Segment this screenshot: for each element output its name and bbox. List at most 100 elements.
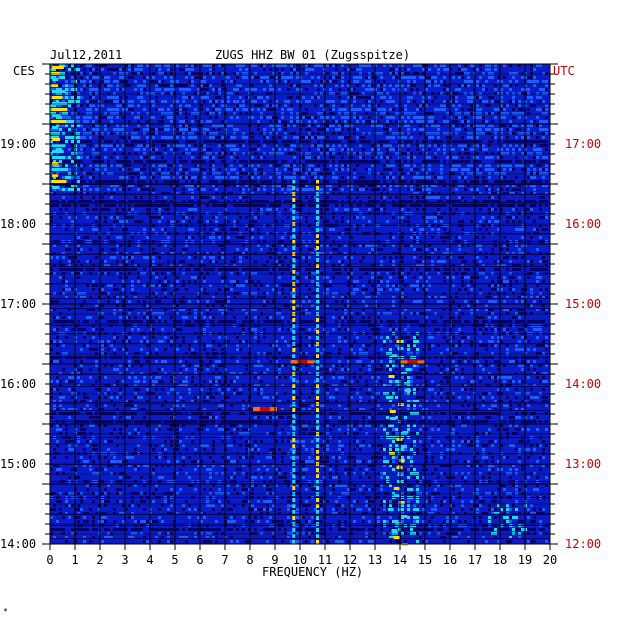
spectrogram-cell <box>494 128 497 131</box>
spectrogram-cell <box>482 204 485 207</box>
spectrogram-cell <box>269 108 272 111</box>
spectrogram-cell <box>386 140 389 143</box>
spectrogram-cell <box>218 236 221 239</box>
spectrogram-cell <box>335 300 338 303</box>
spectrogram-cell <box>167 116 170 119</box>
spectrogram-cell <box>386 176 389 179</box>
spectrogram-cell <box>269 176 272 179</box>
spectrogram-cell <box>320 252 323 255</box>
spectrogram-cell <box>434 120 437 123</box>
spectrogram-cell <box>254 272 257 275</box>
spectrogram-cell <box>410 228 413 231</box>
spectrogram-cell <box>230 168 233 171</box>
spectrogram-cell <box>404 76 407 79</box>
spectrogram-cell <box>62 160 65 163</box>
spectrogram-cell <box>140 116 143 119</box>
spectrogram-cell <box>233 108 236 111</box>
spectrogram-cell <box>380 280 383 283</box>
spectrogram-cell <box>479 316 482 319</box>
spectrogram-cell <box>344 268 347 271</box>
spectrogram-cell <box>215 188 218 191</box>
spectrogram-cell <box>254 140 257 143</box>
spectrogram-cell <box>125 164 128 167</box>
spectrogram-cell <box>518 164 521 167</box>
spectrogram-cell <box>377 188 380 191</box>
spectrogram-cell <box>416 320 419 323</box>
spectrogram-cell <box>266 284 269 287</box>
spectrogram-cell <box>269 256 272 259</box>
spectrogram-cell <box>131 268 134 271</box>
spectrogram-cell <box>107 76 110 79</box>
spectrogram-cell <box>185 96 188 99</box>
spectrogram-cell <box>131 320 134 323</box>
spectrogram-cell <box>251 236 254 239</box>
spectrogram-cell <box>305 276 308 279</box>
spectrogram-cell <box>278 252 281 255</box>
spectrogram-cell <box>302 204 305 207</box>
spectrogram-cell <box>65 160 68 163</box>
spectrogram-cell <box>86 76 89 79</box>
spectrogram-cell <box>386 128 389 131</box>
spectrogram-cell <box>521 136 524 139</box>
spectrogram-cell <box>533 80 536 83</box>
spectrogram-cell <box>401 84 404 87</box>
spectrogram-cell <box>296 272 299 275</box>
spectrogram-cell <box>428 284 431 287</box>
spectrogram-cell <box>176 100 179 103</box>
spectrogram-cell <box>158 200 161 203</box>
spectrogram-cell <box>338 168 341 171</box>
spectrogram-cell <box>329 140 332 143</box>
spectrogram-cell <box>53 104 56 107</box>
spectrogram-cell <box>71 160 74 163</box>
spectrogram-cell <box>476 156 479 159</box>
spectrogram-cell <box>314 180 317 183</box>
spectrogram-cell <box>371 284 374 287</box>
spectrogram-cell <box>56 300 59 303</box>
spectrogram-cell <box>533 84 536 87</box>
spectrogram-cell <box>275 208 278 211</box>
spectrogram-cell <box>278 292 281 295</box>
spectrogram-cell <box>509 160 512 163</box>
spectrogram-cell <box>338 316 341 319</box>
spectrogram-cell <box>113 312 116 315</box>
spectrogram-cell <box>164 244 167 247</box>
spectrogram-cell <box>80 164 83 167</box>
spectrogram-cell <box>305 188 308 191</box>
spectrogram-cell <box>452 300 455 303</box>
spectrogram-cell <box>239 196 242 199</box>
spectrogram-cell <box>182 96 185 99</box>
spectrogram-cell <box>140 176 143 179</box>
spectrogram-cell <box>425 316 428 319</box>
spectrogram-cell <box>119 264 122 267</box>
spectrogram-cell <box>512 132 515 135</box>
spectrogram-cell <box>419 76 422 79</box>
spectrogram-cell <box>443 204 446 207</box>
spectrogram-cell <box>305 312 308 315</box>
spectrogram-cell <box>212 112 215 115</box>
spectrogram-cell <box>65 88 68 91</box>
spectrogram-cell <box>407 172 410 175</box>
spectrogram-cell <box>380 112 383 115</box>
spectrogram-cell <box>338 192 341 195</box>
spectrogram-cell <box>368 252 371 255</box>
spectrogram-cell <box>227 220 230 223</box>
spectrogram-cell <box>326 200 329 203</box>
spectrogram-cell <box>230 308 233 311</box>
spectrogram-cell <box>218 244 221 247</box>
spectrogram-cell <box>161 116 164 119</box>
spectrogram-cell <box>284 140 287 143</box>
spectrogram-cell <box>416 176 419 179</box>
spectrogram-cell <box>500 188 503 191</box>
spectrogram-cell <box>152 256 155 259</box>
spectrogram-cell <box>254 200 257 203</box>
spectrogram-cell <box>227 124 230 127</box>
spectrogram-cell <box>188 228 191 231</box>
spectrogram-cell <box>89 144 92 147</box>
spectrogram-cell <box>206 92 209 95</box>
spectrogram-cell <box>308 64 311 67</box>
spectrogram-cell <box>83 120 86 123</box>
spectrogram-cell <box>197 164 200 167</box>
spectrogram-cell <box>308 68 311 71</box>
spectrogram-cell <box>140 64 143 67</box>
spectrogram-cell <box>257 160 260 163</box>
